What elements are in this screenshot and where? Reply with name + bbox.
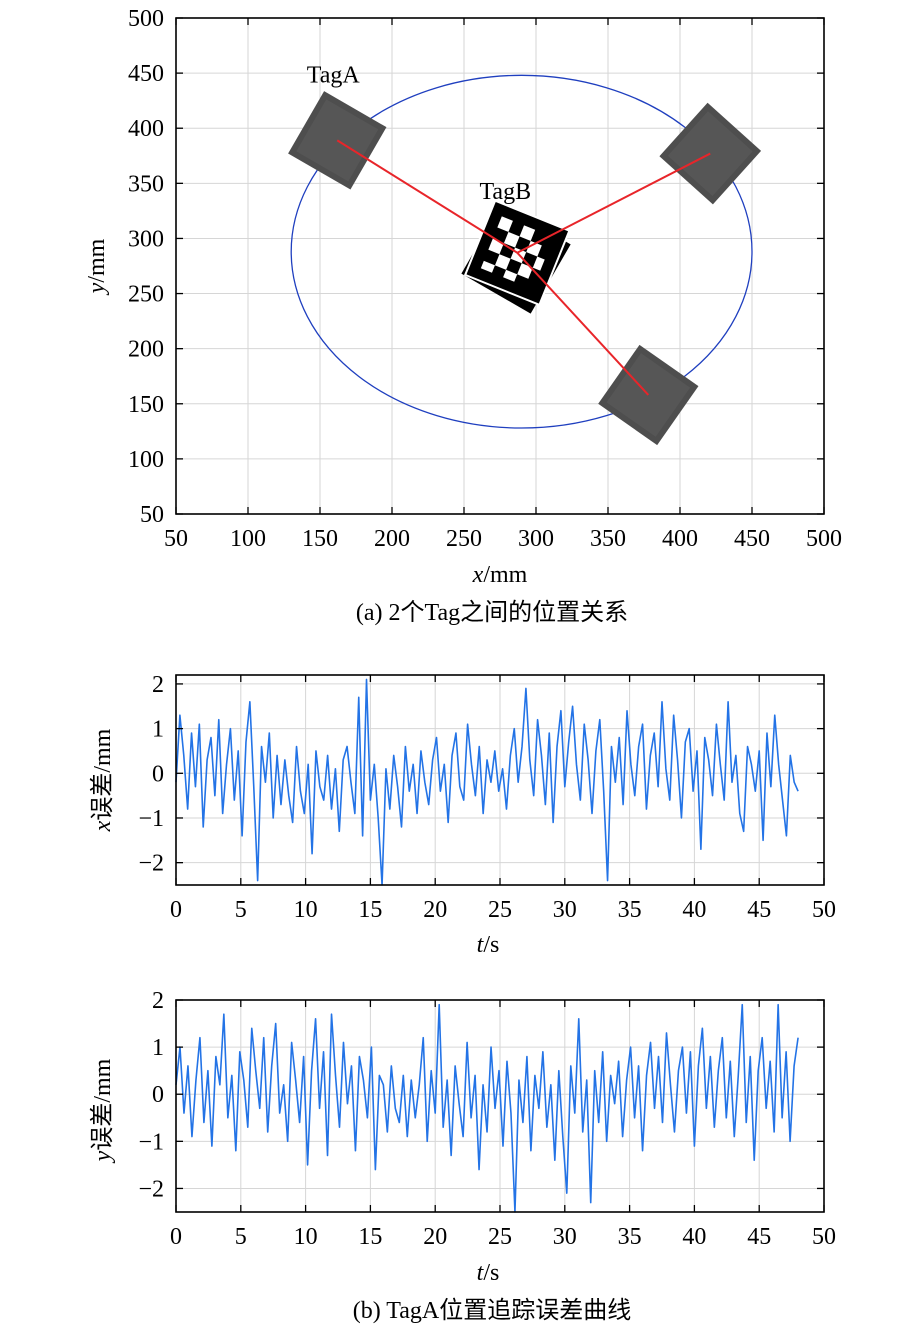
y-tick-label: −2 [138, 851, 164, 877]
y-tick-label: 350 [128, 171, 164, 197]
x-tick-label: 30 [553, 897, 577, 923]
series-line [175, 678, 799, 886]
x-tick-label: 450 [734, 526, 770, 552]
x-tick-label: 35 [618, 1224, 642, 1250]
y-tick-label: 150 [128, 392, 164, 418]
x-tick-label: 40 [682, 1224, 706, 1250]
x-tick-label: 200 [374, 526, 410, 552]
y-tick-label: 250 [128, 282, 164, 308]
connection-line [516, 152, 711, 254]
x-axis-label: x/mm [472, 562, 528, 588]
panel-y-error: 0 5 10 15 20 25 30 35 40 45 50 −2 −1 0 1 2 t/s y误差/mm (… [89, 988, 836, 1324]
y-tick-label: 2 [152, 988, 164, 1014]
x-tick-label: 25 [488, 897, 512, 923]
connection-lines [336, 139, 711, 396]
x-tick-label: 10 [294, 1224, 318, 1250]
aruco-tag [461, 199, 571, 314]
x-tick-label: 0 [170, 1224, 182, 1250]
y-axis-label: y/mm [84, 238, 110, 295]
y-tick-label: 400 [128, 116, 164, 142]
caption-b: (b) TagA位置追踪误差曲线 [353, 1297, 632, 1324]
y-tick-label: −1 [138, 1129, 164, 1155]
y-tick-label: −2 [138, 1176, 164, 1202]
x-tick-label: 50 [164, 526, 188, 552]
y-tick-label: 100 [128, 447, 164, 473]
x-tick-label: 250 [446, 526, 482, 552]
y-axis-label: x误差/mm [89, 728, 116, 832]
x-tick-label: 25 [488, 1224, 512, 1250]
tag-label: TagB [479, 179, 531, 205]
circle-outline [290, 74, 753, 429]
x-tick-label: 5 [235, 897, 247, 923]
x-axis-label: t/s [477, 1260, 500, 1286]
y-tick-label: 2 [152, 672, 164, 698]
x-tick-label: 15 [358, 897, 382, 923]
x-tick-label: 300 [518, 526, 554, 552]
x-tick-label: 0 [170, 897, 182, 923]
x-tick-label: 50 [812, 897, 836, 923]
x-tick-label: 350 [590, 526, 626, 552]
tags [288, 91, 762, 446]
y-tick-label: 300 [128, 226, 164, 252]
x-tick-label: 150 [302, 526, 338, 552]
x-tick-label: 500 [806, 526, 842, 552]
tag-labels: TagA TagB [307, 62, 531, 204]
series-y-error [175, 1003, 799, 1213]
x-tick-label: 45 [747, 897, 771, 923]
x-tick-label: 400 [662, 526, 698, 552]
axis-ticks: 0 5 10 15 20 25 30 35 40 45 50 −2 −1 0 1 2 [138, 988, 836, 1250]
y-tick-label: 0 [152, 1082, 164, 1108]
x-tick-label: 50 [812, 1224, 836, 1250]
x-axis-label: t/s [477, 932, 500, 958]
axis-ticks: 50 100 150 200 250 300 350 400 450 500 50 100 150 200… [128, 6, 842, 552]
x-tick-label: 10 [294, 897, 318, 923]
y-tick-label: −1 [138, 806, 164, 832]
x-tick-label: 20 [423, 1224, 447, 1250]
panel-a: 50 100 150 200 250 300 350 400 450 500 50 100 150 200… [84, 6, 842, 626]
series-line [175, 1003, 799, 1213]
x-tick-label: 5 [235, 1224, 247, 1250]
x-tick-label: 15 [358, 1224, 382, 1250]
y-tick-label: 0 [152, 761, 164, 787]
y-tick-label: 1 [152, 717, 164, 743]
x-tick-label: 35 [618, 897, 642, 923]
x-tick-label: 100 [230, 526, 266, 552]
panel-x-error: 0 5 10 15 20 25 30 35 40 45 50 −2 −1 0 1 2 t/s x误差/mm [89, 672, 836, 958]
y-tick-label: 200 [128, 337, 164, 363]
x-tick-label: 30 [553, 1224, 577, 1250]
y-axis-label: y误差/mm [89, 1058, 116, 1163]
axis-ticks: 0 5 10 15 20 25 30 35 40 45 50 −2 −1 0 1 2 [138, 672, 836, 923]
connection-line [336, 139, 518, 254]
x-tick-label: 20 [423, 897, 447, 923]
y-tick-label: 500 [128, 6, 164, 32]
x-tick-label: 45 [747, 1224, 771, 1250]
tag-label: TagA [307, 62, 361, 88]
tracking-circle [290, 74, 753, 429]
connection-line [516, 252, 650, 396]
series-x-error [175, 678, 799, 886]
caption-a: (a) 2个Tag之间的位置关系 [356, 599, 628, 626]
y-tick-label: 50 [140, 502, 164, 528]
y-tick-label: 450 [128, 61, 164, 87]
x-tick-label: 40 [682, 897, 706, 923]
y-tick-label: 1 [152, 1035, 164, 1061]
plot-frame [175, 17, 825, 515]
